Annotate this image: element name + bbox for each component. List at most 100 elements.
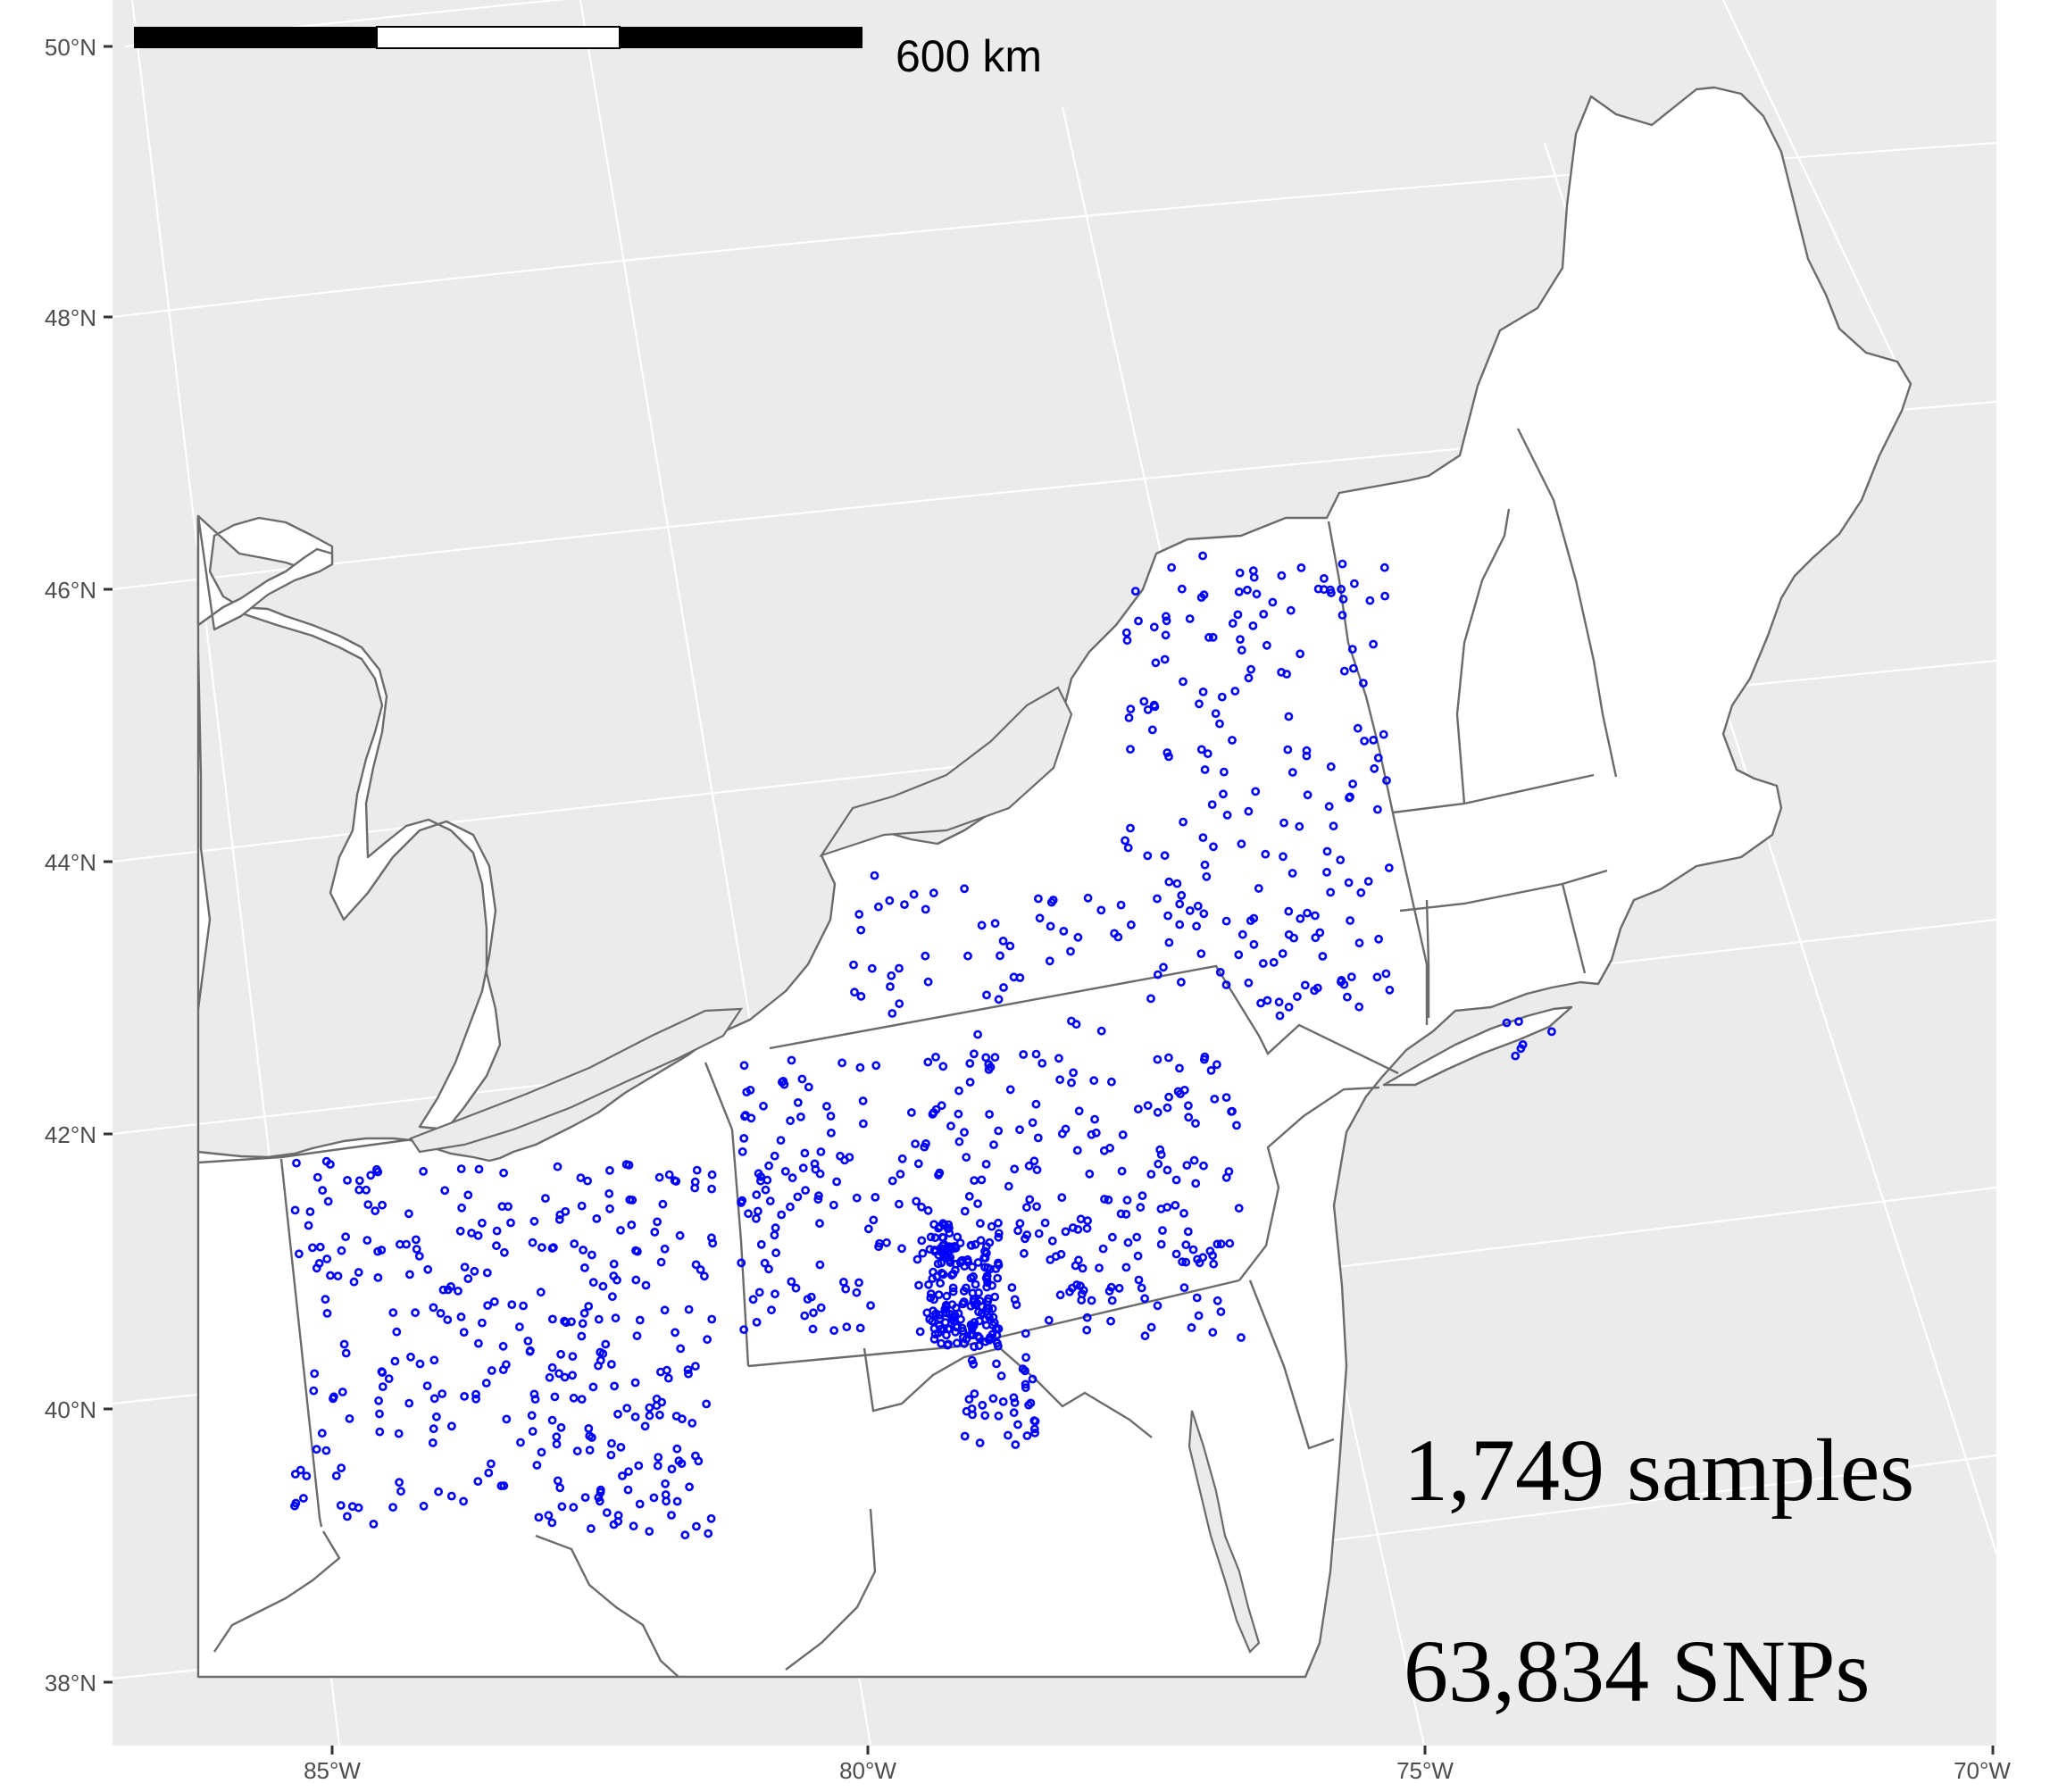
sample-point <box>1069 1068 1078 1078</box>
sample-point <box>339 1339 349 1349</box>
sample-point <box>838 1058 846 1068</box>
sample-point <box>1021 1379 1030 1389</box>
sample-point <box>1096 905 1106 915</box>
sample-point <box>896 1170 905 1179</box>
sample-point <box>1193 901 1203 911</box>
sample-point <box>537 1447 546 1457</box>
sample-point <box>1164 1053 1173 1063</box>
sample-point <box>662 1496 671 1506</box>
sample-point <box>788 1173 797 1183</box>
sample-point <box>1208 1328 1218 1338</box>
sample-point <box>1359 679 1368 688</box>
sample-point <box>1356 888 1366 897</box>
sample-point <box>645 1403 654 1413</box>
sample-point <box>375 1427 385 1437</box>
sample-point <box>371 1206 380 1215</box>
sample-point <box>1246 664 1255 674</box>
sample-point <box>1066 946 1075 956</box>
sample-point <box>1329 821 1338 831</box>
sample-point <box>663 1373 673 1383</box>
sample-point <box>1326 762 1336 771</box>
sample-point <box>411 1308 420 1318</box>
sample-point <box>1020 1248 1029 1258</box>
sample-point <box>867 963 877 973</box>
sample-point <box>1022 1203 1031 1213</box>
sample-point <box>938 1270 948 1279</box>
vt-nh-border <box>1455 508 1511 804</box>
sample-point <box>499 1168 508 1178</box>
sample-point <box>1311 933 1321 943</box>
sample-point <box>1153 1107 1162 1117</box>
sample-point <box>918 1248 928 1258</box>
sample-point <box>500 1247 509 1257</box>
sample-point <box>1044 1315 1054 1325</box>
sample-point <box>925 1314 935 1324</box>
sample-point <box>629 1521 638 1531</box>
sample-point <box>960 1206 970 1216</box>
sample-point <box>796 1113 805 1121</box>
sample-point <box>1511 1051 1521 1061</box>
sample-point <box>576 1173 586 1182</box>
sample-point <box>974 1333 984 1343</box>
sample-point <box>553 1476 562 1486</box>
sample-point <box>960 884 969 894</box>
x-tick-label: 80°W <box>839 1757 896 1784</box>
sample-point <box>953 1232 962 1242</box>
sample-point <box>954 1109 963 1119</box>
sample-point <box>1160 654 1170 664</box>
sample-point <box>456 1164 466 1173</box>
sample-point <box>1132 1232 1142 1242</box>
sample-point <box>855 1323 865 1333</box>
sample-point <box>1258 959 1268 968</box>
sample-point <box>1028 1374 1038 1384</box>
sample-point <box>1200 860 1210 870</box>
sample-point <box>994 995 1004 1004</box>
sample-point <box>1013 1420 1022 1429</box>
sample-point <box>1067 1078 1076 1088</box>
sample-point <box>431 1412 441 1421</box>
sample-point <box>1175 899 1185 909</box>
sample-point <box>950 1311 960 1320</box>
sample-point <box>1219 789 1228 799</box>
sample-point <box>1030 1416 1040 1426</box>
sample-point <box>1196 949 1206 958</box>
sample-point <box>760 1258 770 1268</box>
sample-point <box>1153 894 1162 904</box>
sample-point <box>985 1110 994 1119</box>
sample-point <box>641 1280 651 1290</box>
sample-point <box>994 1411 1004 1421</box>
sample-point <box>1514 1017 1523 1026</box>
scale-bar-segment <box>620 27 862 48</box>
sample-point <box>607 1360 616 1369</box>
sample-point <box>489 1297 499 1306</box>
sample-point <box>1143 1101 1153 1111</box>
sample-point <box>1031 1049 1041 1059</box>
sample-point <box>308 1243 317 1253</box>
sample-point <box>1206 1066 1216 1075</box>
sample-point <box>390 1356 400 1366</box>
sample-point <box>973 1029 982 1039</box>
sample-point <box>1282 670 1291 679</box>
sample-point <box>1354 1002 1364 1012</box>
sample-point <box>921 904 930 914</box>
sample-point <box>664 1170 674 1179</box>
sample-point <box>660 1244 670 1254</box>
sample-point <box>923 1205 933 1215</box>
sample-point <box>895 1199 904 1209</box>
keweenaw-land <box>196 514 334 631</box>
sample-point <box>363 1200 373 1209</box>
sample-point <box>852 1193 862 1203</box>
sample-point <box>649 1493 659 1503</box>
sample-point <box>392 1327 402 1337</box>
sample-point <box>973 1258 983 1267</box>
sample-point <box>936 1279 945 1288</box>
sample-point <box>1232 1121 1241 1130</box>
sample-point <box>1154 1159 1163 1169</box>
sample-point <box>484 1468 494 1478</box>
sample-point <box>1191 1119 1200 1129</box>
sample-point <box>911 1139 920 1148</box>
sample-point <box>1150 702 1160 712</box>
sample-point <box>815 1169 825 1179</box>
sample-point <box>1121 1263 1131 1272</box>
sample-point <box>1244 806 1254 816</box>
